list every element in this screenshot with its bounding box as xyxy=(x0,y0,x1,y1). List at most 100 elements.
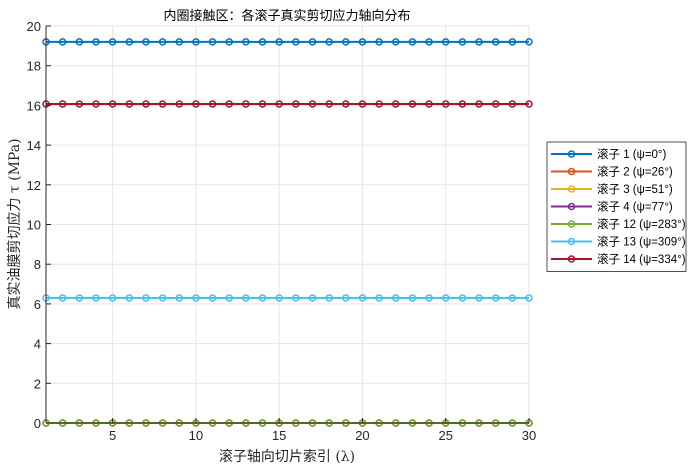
data-point xyxy=(292,38,300,46)
legend-marker xyxy=(567,150,576,158)
data-point xyxy=(308,38,317,46)
data-point xyxy=(475,38,483,46)
data-point xyxy=(75,100,84,108)
legend-label: 滚子 12 (ψ=283°) xyxy=(597,217,686,231)
data-point xyxy=(108,38,117,46)
data-point xyxy=(275,294,283,302)
data-point xyxy=(375,100,383,108)
y-tick-label: 2 xyxy=(34,376,41,391)
legend-marker xyxy=(567,220,576,228)
data-point xyxy=(491,294,500,302)
data-point xyxy=(192,100,200,108)
y-tick-label: 0 xyxy=(34,416,41,431)
axes: 5 10 15 20 25 30 0 2 4 6 8 10 12 14 16 18 20 xyxy=(27,19,537,443)
data-point xyxy=(441,294,450,302)
data-point xyxy=(491,38,500,46)
x-tick-label: 10 xyxy=(189,428,203,443)
data-point xyxy=(75,38,84,46)
y-tick-label: 8 xyxy=(34,257,41,272)
legend-marker xyxy=(567,237,576,246)
series-滚子 1 (ψ=0°) xyxy=(42,38,533,46)
data-point xyxy=(358,294,367,302)
data-point xyxy=(58,100,67,108)
data-point xyxy=(308,294,317,302)
data-point xyxy=(358,38,367,46)
legend-label: 滚子 1 (ψ=0°) xyxy=(597,147,667,161)
data-point xyxy=(258,38,267,46)
data-point xyxy=(92,100,100,108)
x-tick-label: 5 xyxy=(109,428,116,443)
data-point xyxy=(192,38,200,46)
data-point xyxy=(425,38,433,46)
y-tick-label: 18 xyxy=(27,59,41,74)
series-滚子 14 (ψ=334°) xyxy=(42,100,533,108)
x-tick-label: 25 xyxy=(438,428,452,443)
legend-entry: 滚子 13 (ψ=309°) xyxy=(551,235,686,249)
data-point xyxy=(258,100,267,108)
data-point xyxy=(108,100,117,108)
data-point xyxy=(242,100,250,108)
legend-label: 滚子 2 (ψ=26°) xyxy=(597,165,673,179)
grid xyxy=(46,25,530,424)
x-axis-label: 滚子轴向切片索引 (λ) xyxy=(219,448,355,465)
data-point xyxy=(508,294,517,302)
data-point xyxy=(192,294,200,302)
data-point xyxy=(458,38,467,46)
data-point xyxy=(325,38,333,46)
data-point xyxy=(225,38,233,46)
y-tick-label: 12 xyxy=(27,178,41,193)
data-point xyxy=(158,100,167,108)
series-滚子 13 (ψ=309°) xyxy=(42,294,533,302)
data-point xyxy=(491,100,500,108)
chart-title: 内圈接触区：各滚子真实剪切应力轴向分布 xyxy=(163,8,410,24)
data-point xyxy=(125,38,134,46)
data-point xyxy=(92,294,100,302)
data-point xyxy=(275,38,283,46)
data-point xyxy=(425,100,433,108)
data-point xyxy=(392,294,400,302)
data-point xyxy=(58,38,67,46)
legend-label: 滚子 4 (ψ=77°) xyxy=(597,200,673,214)
data-point xyxy=(142,38,150,46)
data-point xyxy=(208,38,217,46)
data-point xyxy=(425,294,433,302)
data-point xyxy=(175,294,183,302)
data-point xyxy=(58,294,67,302)
data-point xyxy=(108,294,117,302)
legend-entry: 滚子 12 (ψ=283°) xyxy=(551,217,686,231)
data-point xyxy=(92,38,100,46)
data-point xyxy=(142,100,150,108)
y-tick-label: 6 xyxy=(34,297,41,312)
data-point xyxy=(258,294,267,302)
data-point xyxy=(525,294,533,302)
data-point xyxy=(158,294,167,302)
data-point xyxy=(242,38,250,46)
data-point xyxy=(208,100,217,108)
data-point xyxy=(358,100,367,108)
data-point xyxy=(475,294,483,302)
data-point xyxy=(175,38,183,46)
data-point xyxy=(441,38,450,46)
data-point xyxy=(292,100,300,108)
data-point xyxy=(441,100,450,108)
data-point xyxy=(225,100,233,108)
legend-marker xyxy=(567,255,576,263)
data-point xyxy=(392,38,400,46)
legend-entry: 滚子 3 (ψ=51°) xyxy=(551,182,673,196)
data-point xyxy=(325,100,333,108)
legend-entry: 滚子 1 (ψ=0°) xyxy=(551,147,667,161)
data-point xyxy=(225,294,233,302)
data-point xyxy=(125,100,134,108)
data-point xyxy=(158,38,167,46)
x-tick-label: 20 xyxy=(355,428,369,443)
data-point xyxy=(342,294,350,302)
data-point xyxy=(175,100,183,108)
data-point xyxy=(408,294,417,302)
data-point xyxy=(142,294,150,302)
legend-label: 滚子 14 (ψ=334°) xyxy=(597,252,686,266)
data-point xyxy=(375,294,383,302)
data-point xyxy=(458,294,467,302)
data-point xyxy=(308,100,317,108)
data-point xyxy=(75,294,84,302)
